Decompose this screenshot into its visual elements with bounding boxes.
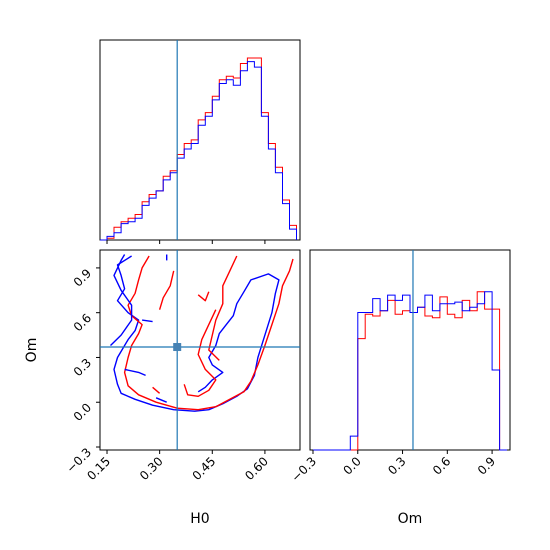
- contour-red-1: [123, 255, 294, 411]
- h0-hist-blue: [100, 61, 297, 241]
- contour-red-6: [197, 291, 210, 302]
- om-hist-tick-label: 0.9: [475, 454, 498, 477]
- om-hist-tick-label: 0.3: [385, 454, 408, 477]
- contour-blue-0: [113, 255, 280, 412]
- om-tick-label: 0.0: [71, 400, 94, 423]
- h0-axis-label: H0: [190, 511, 209, 527]
- om-histogram-frame: [309, 249, 511, 451]
- om-hist-tick-label: −0.3: [289, 454, 320, 485]
- truth-marker: [173, 343, 182, 352]
- h0-tick-label: 0.45: [190, 454, 219, 483]
- contour-red-11: [152, 386, 161, 394]
- h0-tick-label: 0.60: [242, 454, 271, 483]
- contour-blue-7: [124, 368, 146, 377]
- contour-blue-8: [142, 319, 153, 323]
- h0-om-contour-panel: 0.15 0.30 0.45 0.60 −0.30.00.30.60.9 H0 Om: [24, 249, 301, 527]
- om-tick-label: 0.3: [71, 356, 94, 379]
- om-hist-tick-label: 0.6: [430, 454, 453, 477]
- contour-red-4: [208, 255, 238, 361]
- om-histogram-panel: −0.3 0.0 0.3 0.6 0.9 Om: [289, 249, 511, 527]
- om-axis-label-bottom: Om: [398, 511, 423, 527]
- contour-red-2: [183, 309, 217, 397]
- h0-histogram-panel: [99, 39, 301, 244]
- contour-blue-3: [110, 254, 133, 346]
- contour-frame: [99, 249, 301, 451]
- om-tick-label: 0.9: [71, 266, 94, 289]
- contour-red-5: [158, 270, 175, 310]
- om-axis-label: Om: [24, 338, 40, 363]
- om-tick-label: 0.6: [71, 311, 94, 334]
- contour-blue-10: [155, 397, 167, 403]
- h0-tick-label: 0.30: [137, 454, 166, 483]
- om-hist-tick-label: 0.0: [340, 454, 363, 477]
- h0-histogram-frame: [99, 39, 301, 241]
- h0-hist-red: [100, 57, 297, 241]
- om-hist-blue: [313, 291, 507, 451]
- om-hist-red: [313, 291, 507, 451]
